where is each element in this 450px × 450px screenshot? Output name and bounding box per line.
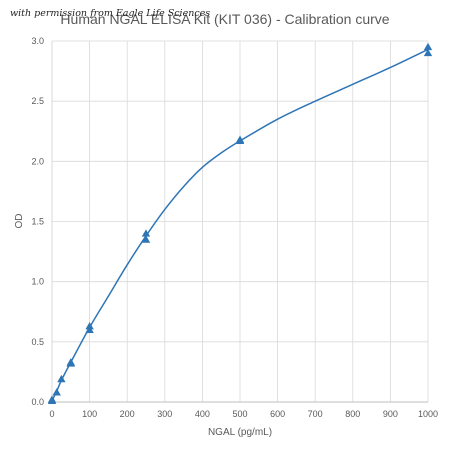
chart-title: Human NGAL ELISA Kit (KIT 036) - Calibra… xyxy=(60,11,390,27)
y-tick-label: 1.0 xyxy=(31,277,44,287)
data-point-triangle xyxy=(66,358,75,366)
data-points xyxy=(47,42,433,404)
data-point-triangle xyxy=(141,229,151,237)
data-point-triangle xyxy=(423,48,433,57)
x-tick-label: 100 xyxy=(82,409,97,419)
x-tick-label: 300 xyxy=(157,409,172,419)
tick-labels: 0 100 200 300 400 500 600 700 800 900 1000 0.0 0.5 1.… xyxy=(31,36,438,419)
y-axis-label: OD xyxy=(14,214,25,229)
axes xyxy=(51,41,428,403)
x-tick-label: 600 xyxy=(270,409,285,419)
y-tick-label: 2.5 xyxy=(31,96,44,106)
y-tick-label: 1.5 xyxy=(31,217,44,227)
x-tick-label: 700 xyxy=(308,409,323,419)
x-tick-label: 800 xyxy=(345,409,360,419)
data-point-triangle xyxy=(235,135,245,143)
data-point-triangle xyxy=(52,388,61,396)
y-tick-label: 0.5 xyxy=(31,337,44,347)
data-point-triangle xyxy=(423,42,433,51)
permission-watermark: with permission from Eagle Life Sciences xyxy=(10,8,211,19)
data-point-triangle xyxy=(47,395,57,403)
x-tick-label: 400 xyxy=(195,409,210,419)
y-tick-label: 0.0 xyxy=(31,397,44,407)
x-tick-label: 900 xyxy=(383,409,398,419)
gridlines xyxy=(52,40,429,402)
data-point-triangle xyxy=(141,235,151,243)
x-tick-label: 1000 xyxy=(418,409,438,419)
data-point-triangle xyxy=(57,374,66,383)
y-tick-label: 2.0 xyxy=(31,156,44,166)
x-tick-label: 200 xyxy=(120,409,135,419)
x-tick-label: 500 xyxy=(232,409,247,419)
y-tick-label: 3.0 xyxy=(31,36,44,46)
x-tick-label: 0 xyxy=(49,409,54,419)
data-point-triangle xyxy=(85,321,94,330)
x-axis-label: NGAL (pg/mL) xyxy=(208,427,272,438)
